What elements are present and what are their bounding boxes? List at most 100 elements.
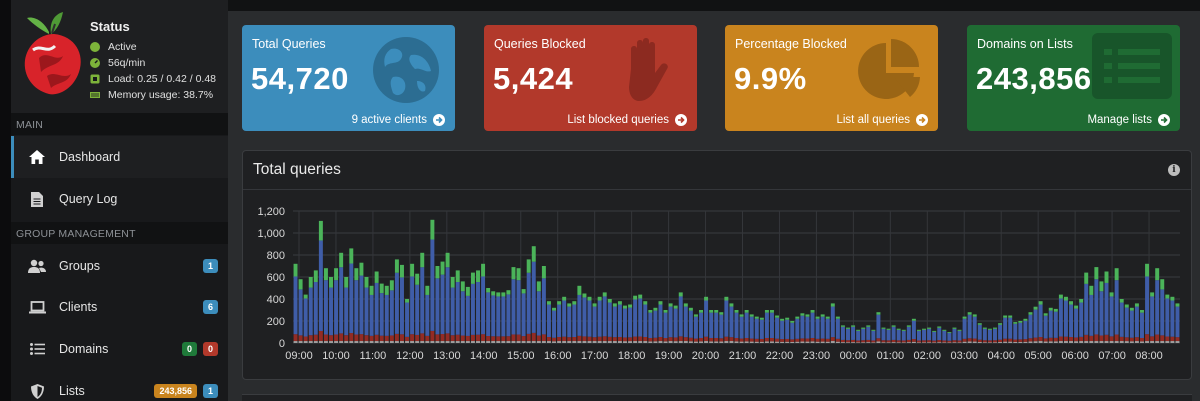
bar-segment-forwarded — [993, 327, 997, 329]
bar-segment-blocked — [577, 335, 582, 342]
bar-segment-blocked — [389, 335, 394, 342]
bar-segment-cached — [308, 287, 313, 336]
sidebar-item-groups[interactable]: Groups 1 — [11, 245, 228, 287]
bar-segment-forwarded — [369, 285, 374, 295]
bar-segment-other — [952, 342, 957, 343]
bar-segment-forwarded — [805, 314, 810, 317]
status-memory: Memory usage: 38.7% — [90, 89, 213, 101]
bar-segment-cached — [785, 319, 790, 339]
active-clients-link[interactable]: 9 active clients — [352, 114, 445, 126]
bar-segment-forwarded — [957, 329, 962, 331]
panel-title: Total queries — [253, 161, 341, 178]
bar-segment-other — [1175, 341, 1180, 343]
bar-segment-cached — [567, 306, 572, 338]
bar-segment-blocked — [1023, 339, 1028, 342]
manage-lists-link[interactable]: Manage lists — [1087, 114, 1170, 126]
bar-segment-other — [815, 341, 820, 343]
bar-segment-forwarded — [602, 292, 607, 297]
bar-segment-cached — [323, 280, 328, 335]
bar-segment-blocked — [1079, 336, 1084, 342]
list-blocked-queries-link[interactable]: List blocked queries — [567, 114, 687, 126]
bar-segment-blocked — [298, 335, 303, 342]
bar-segment-cached — [1104, 282, 1109, 335]
sidebar-item-dashboard[interactable]: Dashboard — [11, 136, 228, 178]
bar-segment-cached — [562, 300, 567, 337]
bar-segment-cached — [987, 329, 992, 341]
bar-segment-cached — [354, 280, 359, 335]
bar-segment-forwarded — [470, 272, 475, 284]
bar-segment-other — [557, 341, 562, 343]
bar-segment-other — [430, 341, 435, 343]
bar-segment-cached — [977, 324, 982, 340]
bar-segment-blocked — [1008, 338, 1013, 342]
info-icon[interactable]: i — [1168, 164, 1180, 176]
bar-segment-cached — [481, 276, 486, 335]
bar-segment-blocked — [825, 338, 830, 342]
bar-segment-blocked — [693, 338, 698, 342]
bar-segment-forwarded — [851, 325, 856, 327]
bar-segment-blocked — [658, 337, 663, 342]
bar-segment-forwarded — [1129, 307, 1134, 311]
bar-segment-cached — [572, 304, 577, 338]
bar-segment-other — [1094, 341, 1099, 343]
bar-segment-forwarded — [592, 303, 597, 307]
status-load: Load: 0.25 / 0.42 / 0.48 — [90, 73, 216, 85]
bar-segment-forwarded — [1114, 268, 1119, 281]
sidebar-item-query-log[interactable]: Query Log — [11, 178, 228, 220]
bar-segment-blocked — [582, 336, 587, 342]
bar-segment-forwarded — [896, 328, 901, 330]
bar-segment-blocked — [592, 337, 597, 342]
bar-segment-forwarded — [511, 267, 516, 280]
bar-segment-other — [1063, 341, 1068, 343]
bar-segment-forwarded — [476, 270, 480, 283]
bar-segment-cached — [749, 316, 754, 339]
bar-segment-cached — [871, 330, 876, 341]
sidebar-item-lists[interactable]: Lists 243,856 1 — [11, 370, 228, 401]
bar-segment-other — [1038, 341, 1043, 343]
bar-segment-cached — [359, 275, 364, 335]
bar-segment-other — [881, 342, 886, 343]
bar-segment-forwarded — [780, 318, 785, 321]
sidebar-item-domains[interactable]: Domains 0 0 — [11, 328, 228, 370]
bar-segment-forwarded — [658, 301, 663, 305]
bar-segment-other — [820, 341, 825, 343]
bar-segment-forwarded — [481, 263, 486, 277]
bar-segment-forwarded — [719, 312, 724, 315]
bar-segment-forwarded — [1013, 322, 1018, 324]
bar-segment-cached — [704, 300, 709, 337]
bar-segment-other — [531, 341, 536, 343]
bar-segment-other — [450, 341, 455, 343]
bar-segment-forwarded — [678, 292, 683, 297]
bar-segment-forwarded — [435, 266, 440, 279]
bar-segment-blocked — [947, 340, 952, 343]
sidebar-item-clients[interactable]: Clients 6 — [11, 286, 228, 328]
bar-segment-forwarded — [1140, 310, 1144, 313]
active-clients-link-text: 9 active clients — [351, 114, 427, 126]
bar-segment-forwarded — [1124, 304, 1129, 308]
bar-segment-blocked — [861, 340, 866, 343]
bar-segment-other — [567, 341, 572, 343]
bar-segment-other — [1058, 341, 1063, 343]
bar-segment-cached — [790, 322, 795, 340]
bar-segment-other — [425, 341, 430, 343]
bar-segment-other — [825, 341, 830, 343]
bar-segment-blocked — [1003, 338, 1008, 342]
bar-segment-other — [1079, 341, 1084, 343]
bar-segment-cached — [754, 318, 759, 339]
x-tick-label: 04:00 — [987, 350, 1015, 362]
bar-segment-forwarded — [653, 307, 658, 311]
bar-segment-blocked — [714, 337, 719, 342]
bar-segment-cached — [927, 328, 932, 341]
bar-segment-other — [1023, 341, 1028, 343]
bar-segment-other — [536, 341, 541, 343]
bar-segment-other — [1104, 341, 1109, 343]
bar-segment-forwarded — [1155, 268, 1160, 281]
bar-segment-forwarded — [916, 329, 921, 331]
bar-segment-forwarded — [405, 299, 410, 303]
list-all-queries-link[interactable]: List all queries — [836, 114, 928, 126]
bar-segment-blocked — [410, 334, 415, 342]
domains-on-lists-label: Domains on Lists — [977, 37, 1073, 51]
bar-segment-forwarded — [389, 280, 394, 291]
bar-segment-other — [1043, 341, 1048, 343]
x-tick-label: 12:00 — [396, 350, 424, 362]
